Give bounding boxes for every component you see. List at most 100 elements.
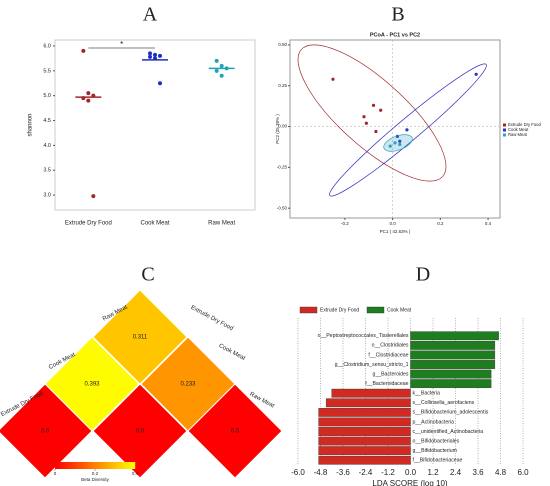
colorbar-tick-label: 0.4: [132, 471, 139, 476]
significance-label: *: [120, 40, 123, 49]
point: [224, 66, 229, 71]
point: [398, 142, 402, 147]
point: [374, 129, 378, 134]
y-tick-label: 0.50: [278, 42, 287, 47]
colorbar-step: [113, 462, 116, 469]
colorbar-step: [95, 462, 98, 469]
colorbar-step: [91, 462, 94, 469]
point: [393, 141, 397, 145]
point: [388, 144, 392, 148]
heatmap-cell: [187, 383, 283, 479]
bar: [318, 446, 411, 456]
point: [91, 194, 96, 199]
legend-label: Raw Meat: [508, 132, 528, 137]
axis-label: Extrude Dry Food: [190, 305, 234, 332]
x-tick-label: -6.0: [291, 468, 305, 477]
bar: [410, 360, 496, 369]
x-tick-label: -0.2: [341, 221, 349, 226]
y-tick-label: 4.5: [43, 118, 51, 124]
colorbar-step: [127, 462, 130, 469]
point: [398, 139, 402, 143]
bar: [410, 379, 492, 389]
x-tick-label: 0.0: [405, 468, 417, 477]
cell-label: 0.0: [231, 429, 240, 435]
point: [81, 96, 86, 101]
x-tick-label: 0.4: [485, 221, 492, 226]
bar: [410, 331, 499, 341]
category-label: o__Bifidobacteriales: [413, 438, 460, 444]
y-tick-label: 5.5: [43, 68, 51, 74]
bar: [318, 455, 411, 465]
y-tick-label: 5.0: [43, 93, 51, 99]
legend-swatch: [366, 306, 385, 314]
point: [86, 98, 91, 103]
colorbar-step: [75, 462, 78, 469]
colorbar-step: [93, 462, 96, 469]
x-tick-label: Cook Meat: [140, 221, 169, 227]
bar: [318, 427, 411, 436]
category-label: s__Collinsella_aerofaciens: [413, 400, 475, 406]
category-label: s__Bifidobacterium_adolescentis: [413, 410, 489, 416]
colorbar-step: [101, 462, 104, 469]
category-label: o__Clostridiales: [372, 343, 409, 349]
colorbar-step: [117, 462, 120, 469]
y-tick-label: 3.5: [43, 168, 51, 174]
colorbar-step: [105, 462, 108, 469]
x-tick-label: -4.8: [314, 468, 328, 477]
panel-letter: C: [141, 264, 154, 286]
colorbar-step: [125, 462, 128, 469]
cell-label: 0.233: [180, 382, 196, 388]
point: [371, 103, 376, 107]
legend-label: Extrude Dry Food: [508, 122, 541, 127]
point: [81, 48, 86, 53]
point: [219, 73, 224, 78]
x-tick-label: 6.0: [517, 468, 529, 477]
bar: [325, 398, 411, 408]
chart-title: PCoA - PC1 vs PC2: [370, 32, 420, 38]
legend-swatch: [299, 306, 318, 314]
bar: [318, 436, 411, 446]
cell-label: 0.0: [41, 429, 50, 435]
cell-label: 0.0: [136, 429, 145, 435]
colorbar-tick-label: 0: [54, 471, 57, 476]
colorbar-step: [85, 462, 88, 469]
point: [158, 81, 162, 86]
y-tick-label: 4.0: [43, 143, 51, 149]
legend-swatch: [503, 123, 506, 127]
colorbar-step: [109, 462, 112, 469]
y-tick-label: 0.25: [278, 83, 287, 88]
x-tick-label: Extrude Dry Food: [65, 221, 112, 227]
point: [153, 52, 157, 57]
panel-letter: A: [143, 4, 158, 26]
colorbar-step: [69, 462, 72, 469]
point: [148, 51, 152, 56]
y-tick-label: 6.0: [43, 43, 51, 49]
colorbar-step: [123, 462, 126, 469]
panel-letter: D: [416, 264, 430, 286]
point: [474, 72, 478, 76]
point: [153, 56, 157, 61]
bar: [410, 350, 496, 360]
y-tick-label: -0.25: [277, 165, 288, 170]
colorbar-step: [81, 462, 84, 469]
x-tick-label: 3.6: [472, 468, 484, 477]
colorbar-step: [131, 462, 134, 469]
category-label: o__Peptostreptococcales_Tissierellales: [318, 333, 409, 339]
point: [405, 128, 409, 132]
colorbar-step: [55, 462, 58, 469]
x-tick-label: 1.2: [427, 468, 439, 477]
colorbar-step: [61, 462, 64, 469]
plot-frame-b: [289, 39, 501, 219]
point: [362, 115, 366, 119]
category-label: f__Bifidobacteriaceae: [413, 458, 463, 464]
legend-label: Cook Meat: [387, 307, 412, 313]
x-tick-label: -3.6: [336, 468, 350, 477]
y-tick-label: -0.50: [277, 205, 288, 210]
colorbar-step: [77, 462, 80, 469]
colorbar-step: [71, 462, 74, 469]
category-label: c__unidentified_Actinobacteria: [413, 429, 484, 435]
colorbar-step: [63, 462, 66, 469]
heatmap-cell: [92, 383, 188, 479]
category-label: f__Clostridiaceae: [368, 352, 408, 358]
